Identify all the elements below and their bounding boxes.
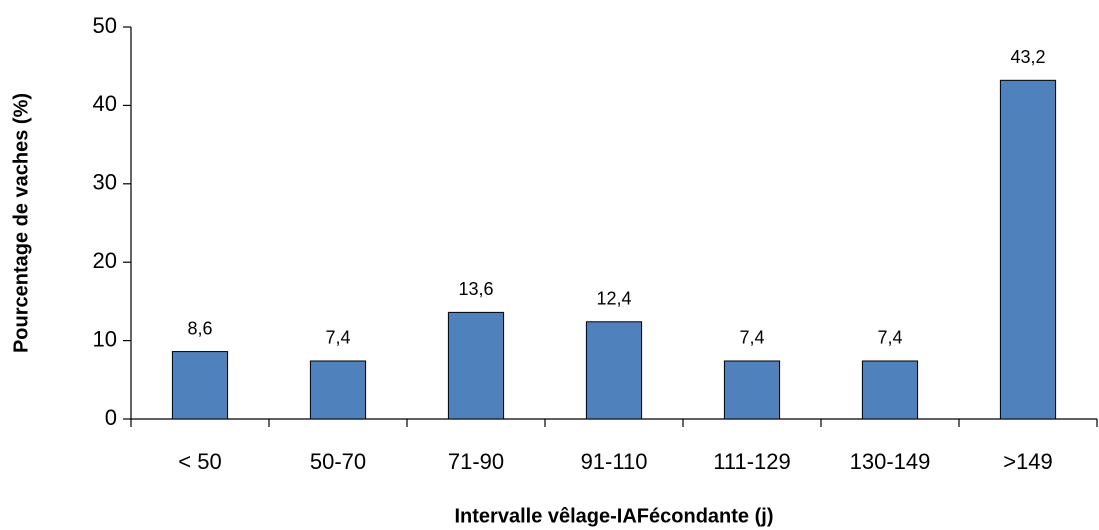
bar — [861, 360, 919, 420]
y-axis-title: Pourcentage de vaches (%) — [10, 93, 32, 353]
y-tick-label: 10 — [93, 326, 117, 351]
x-axis-title: Intervalle vêlage-IAFécondante (j) — [455, 505, 774, 527]
bar — [171, 351, 229, 420]
x-tick-label: < 50 — [178, 449, 221, 474]
bar — [999, 79, 1057, 420]
x-tick-label: 71-90 — [448, 449, 504, 474]
bar — [723, 360, 781, 420]
x-tick-label: 50-70 — [310, 449, 366, 474]
y-tick-label: 20 — [93, 248, 117, 273]
y-tick-label: 30 — [93, 170, 117, 195]
x-tick-label: >149 — [1003, 449, 1053, 474]
y-tick-label: 50 — [93, 13, 117, 38]
bar — [585, 321, 643, 420]
x-tick-label: 111-129 — [713, 449, 790, 474]
value-label: 43,2 — [1010, 47, 1045, 67]
value-label: 13,6 — [458, 279, 493, 299]
y-tick-label: 0 — [105, 405, 117, 430]
value-label: 7,4 — [325, 328, 350, 348]
x-tick-label: 130-149 — [850, 449, 931, 474]
bar — [309, 360, 367, 420]
y-tick-label: 40 — [93, 91, 117, 116]
bar — [447, 311, 505, 420]
value-label: 7,4 — [739, 328, 764, 348]
value-label: 12,4 — [596, 289, 631, 309]
value-label: 7,4 — [877, 328, 902, 348]
value-label: 8,6 — [187, 318, 212, 338]
x-tick-label: 91-110 — [581, 449, 648, 474]
